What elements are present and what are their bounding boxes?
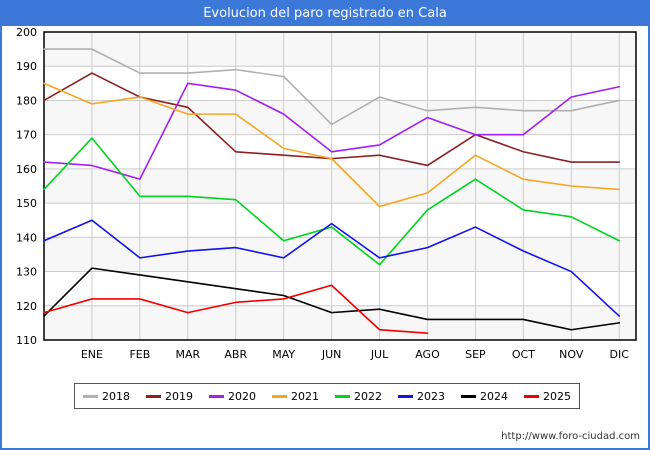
y-axis-tick-label: 130 [16,266,37,279]
legend-label: 2021 [291,389,319,403]
watermark-url: http://www.foro-ciudad.com [501,431,640,442]
series-line-2021[interactable] [43,82,621,208]
y-axis-tick-label: 140 [16,231,37,244]
x-axis-tick-label: JUN [321,348,342,361]
legend-label: 2025 [543,389,571,403]
legend-swatch-2019 [146,394,161,398]
legend-label: 2024 [480,389,508,403]
legend-label: 2020 [228,389,256,403]
legend-item-2021[interactable]: 2021 [272,390,319,403]
legend-swatch-2021 [272,394,287,398]
x-axis-tick-label: NOV [559,348,584,361]
legend-label: 2018 [102,389,130,403]
legend-item-2022[interactable]: 2022 [335,390,382,403]
y-axis-tick-label: 150 [16,197,37,210]
x-axis-tick-label: SEP [465,348,486,361]
y-axis-tick-label: 160 [16,163,37,176]
series-line-2020[interactable] [43,82,621,180]
series-line-2018[interactable] [43,48,621,126]
legend-swatch-2025 [524,394,539,398]
chart-canvas: 110 120 130 140 150 160 170 180 190 200 ENE FEB MAR A… [2,26,648,372]
plot-band [44,168,636,204]
page-title: Evolucion del paro registrado en Cala [2,2,648,26]
legend-item-2024[interactable]: 2024 [461,390,508,403]
legend-swatch-2024 [461,394,476,398]
y-axis-tick-label: 110 [16,334,37,347]
plot-border [43,31,637,341]
legend-swatch-2022 [335,394,350,398]
x-axis-tick-label: DIC [610,348,630,361]
line-chart: 110 120 130 140 150 160 170 180 190 200 ENE FEB MAR A… [16,26,637,361]
legend-item-2018[interactable]: 2018 [83,390,130,403]
series-line-2024[interactable] [43,267,621,331]
x-axis-tick-label: JUL [370,348,389,361]
x-axis-tick-label: FEB [129,348,150,361]
x-axis-tick-label: MAY [272,348,295,361]
legend-item-2023[interactable]: 2023 [398,390,445,403]
x-axis-tick-label: OCT [512,348,535,361]
chart-legend: 2018 2019 2020 2021 2022 2023 2024 2025 [74,383,580,409]
series-line-2025[interactable] [43,284,429,334]
legend-label: 2019 [165,389,193,403]
x-axis-tick-label: ENE [81,348,103,361]
series-line-2023[interactable] [43,219,621,317]
legend-swatch-2018 [83,394,98,398]
legend-swatch-2020 [209,394,224,398]
series-line-2022[interactable] [43,137,621,266]
y-axis-tick-label: 180 [16,94,37,107]
legend-item-2025[interactable]: 2025 [524,390,571,403]
y-axis-tick-label: 190 [16,60,37,73]
y-axis-tick-label: 200 [16,26,37,39]
y-axis-tick-label: 120 [16,300,37,313]
y-axis-tick-label: 170 [16,129,37,142]
plot-band [44,237,636,272]
plot-band [44,100,636,135]
legend-label: 2022 [354,389,382,403]
plot-band [44,32,636,67]
x-axis-tick-label: ABR [224,348,247,361]
legend-label: 2023 [417,389,445,403]
legend-item-2019[interactable]: 2019 [146,390,193,403]
legend-item-2020[interactable]: 2020 [209,390,256,403]
legend-swatch-2023 [398,394,413,398]
x-axis-tick-label: AGO [415,348,440,361]
x-axis-tick-label: MAR [175,348,200,361]
plot-band [44,305,636,340]
